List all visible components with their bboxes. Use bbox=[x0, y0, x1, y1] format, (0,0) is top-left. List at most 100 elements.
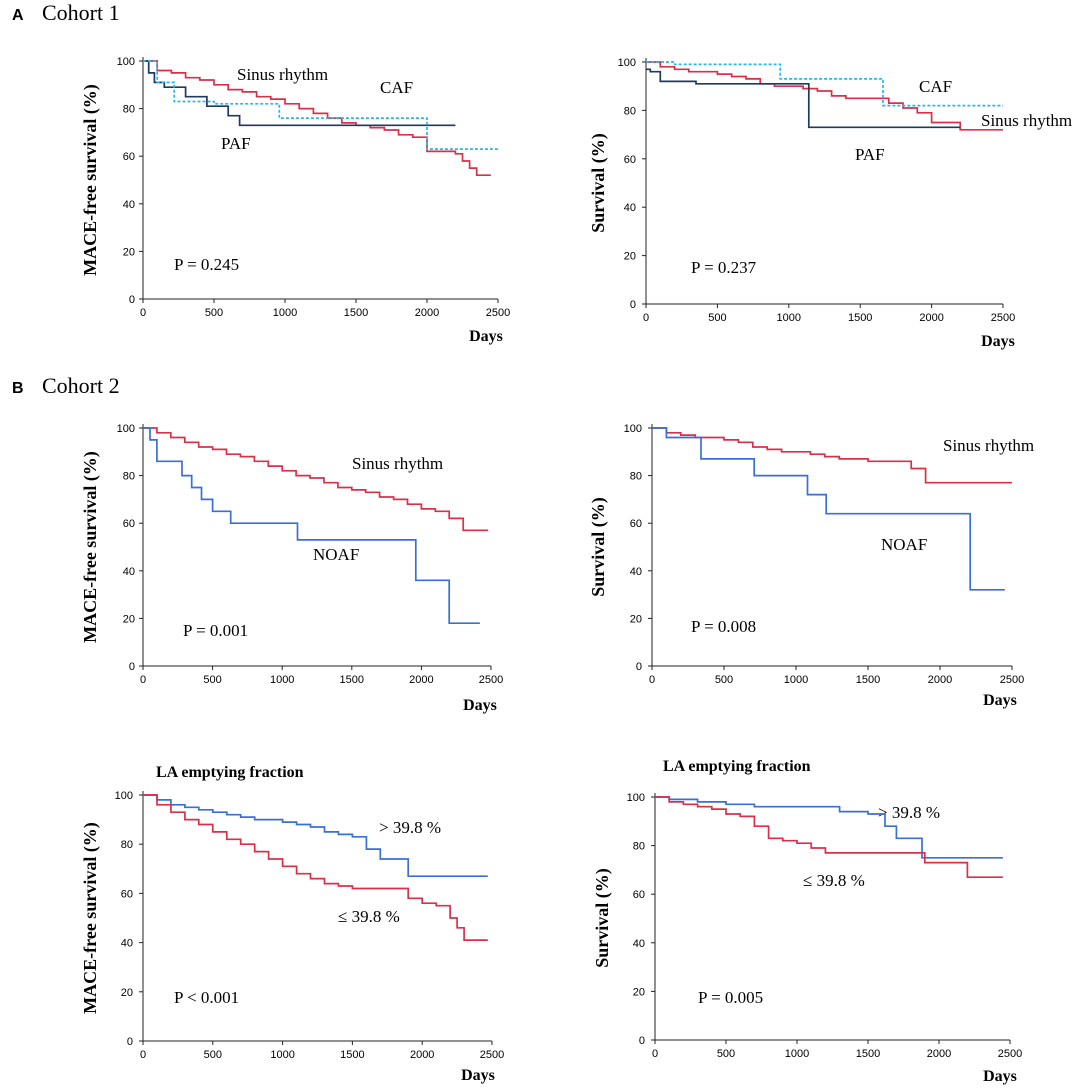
p-value: P = 0.237 bbox=[691, 258, 757, 277]
series-line-noaf bbox=[143, 427, 480, 625]
chart-panel-cohort1-mace: MACE-free survival (%) P = 0.245 Sinus r… bbox=[80, 56, 510, 345]
y-tick-label: 0 bbox=[129, 294, 135, 306]
x-tick-label: 1000 bbox=[273, 307, 297, 319]
y-tick-label: 20 bbox=[630, 613, 642, 625]
y-tick-label: 60 bbox=[121, 888, 133, 900]
x-tick-label: 2000 bbox=[410, 1049, 434, 1061]
chart-panel-laef-mace: LA emptying fraction MACE-free survival … bbox=[80, 764, 504, 1084]
chart-panel-cohort1-survival: Survival (%) P = 0.237 CAF Sinus rhythm … bbox=[588, 57, 1072, 350]
series-line-sinus-rhythm bbox=[143, 427, 489, 532]
x-tick-label: 0 bbox=[140, 1049, 146, 1061]
series-line-39-8 bbox=[143, 794, 488, 941]
x-axis-label: Days bbox=[469, 328, 503, 345]
y-tick-label: 80 bbox=[633, 841, 645, 853]
x-tick-label: 2000 bbox=[928, 674, 952, 686]
curve-label-sinus-rhythm: Sinus rhythm bbox=[981, 111, 1072, 130]
x-axis-label: Days bbox=[463, 697, 497, 714]
y-tick-label: 40 bbox=[624, 202, 636, 214]
series-line-sinus-rhythm bbox=[646, 61, 1003, 131]
y-axis-label: MACE-free survival (%) bbox=[80, 451, 101, 643]
y-tick-label: 100 bbox=[117, 423, 135, 435]
curve-label-caf: CAF bbox=[919, 77, 952, 96]
x-tick-label: 1000 bbox=[785, 1048, 809, 1060]
y-tick-label: 20 bbox=[123, 246, 135, 258]
curve-label-caf: CAF bbox=[380, 78, 413, 97]
y-axis-label: Survival (%) bbox=[588, 133, 609, 233]
panel-title: LA emptying fraction bbox=[663, 758, 811, 775]
y-tick-label: 60 bbox=[630, 518, 642, 530]
x-tick-label: 1500 bbox=[340, 674, 364, 686]
section-title-a: Cohort 1 bbox=[42, 0, 120, 25]
chart-panel-laef-survival: LA emptying fraction Survival (%) P = 0.… bbox=[592, 758, 1022, 1085]
y-tick-label: 40 bbox=[123, 566, 135, 578]
x-tick-label: 2500 bbox=[998, 1048, 1022, 1060]
x-tick-label: 1500 bbox=[856, 1048, 880, 1060]
p-value: P = 0.008 bbox=[691, 617, 756, 636]
curve-label-above-39-8: > 39.8 % bbox=[379, 818, 441, 837]
x-axis-label: Days bbox=[981, 333, 1015, 350]
curve-label-noaf: NOAF bbox=[313, 545, 359, 564]
y-tick-label: 40 bbox=[633, 938, 645, 950]
series-line-caf bbox=[143, 60, 498, 150]
chart-panel-cohort2-survival: Survival (%) P = 0.008 Sinus rhythm NOAF… bbox=[588, 423, 1034, 709]
y-tick-label: 80 bbox=[123, 104, 135, 116]
x-tick-label: 2000 bbox=[927, 1048, 951, 1060]
series-line-paf bbox=[646, 68, 961, 129]
p-value: P = 0.245 bbox=[174, 255, 239, 274]
curve-label-sinus-rhythm: Sinus rhythm bbox=[237, 65, 328, 84]
x-tick-label: 2500 bbox=[480, 1049, 504, 1061]
curve-label-above-39-8: > 39.8 % bbox=[878, 803, 940, 822]
x-tick-label: 1000 bbox=[270, 674, 294, 686]
y-tick-label: 40 bbox=[630, 566, 642, 578]
curve-label-sinus-rhythm: Sinus rhythm bbox=[943, 436, 1034, 455]
y-tick-label: 0 bbox=[636, 661, 642, 673]
y-tick-label: 80 bbox=[624, 105, 636, 117]
curve-label-paf: PAF bbox=[855, 145, 885, 164]
curve-label-below-39-8: ≤ 39.8 % bbox=[338, 907, 400, 926]
x-tick-label: 2500 bbox=[486, 307, 510, 319]
x-tick-label: 0 bbox=[652, 1048, 658, 1060]
section-title-b: Cohort 2 bbox=[42, 373, 120, 398]
x-axis-label: Days bbox=[983, 1068, 1017, 1085]
y-tick-label: 0 bbox=[127, 1036, 133, 1048]
x-tick-label: 1500 bbox=[848, 312, 872, 324]
y-tick-label: 60 bbox=[633, 889, 645, 901]
x-axis-label: Days bbox=[983, 692, 1017, 709]
y-axis-label: MACE-free survival (%) bbox=[80, 822, 101, 1014]
y-tick-label: 20 bbox=[123, 613, 135, 625]
y-axis-label: MACE-free survival (%) bbox=[80, 84, 101, 276]
x-tick-label: 1500 bbox=[856, 674, 880, 686]
x-tick-label: 2000 bbox=[409, 674, 433, 686]
series-line-39-8 bbox=[143, 794, 488, 878]
x-tick-label: 2500 bbox=[991, 312, 1015, 324]
x-tick-label: 500 bbox=[204, 1049, 222, 1061]
y-axis-label: Survival (%) bbox=[592, 868, 613, 968]
x-tick-label: 0 bbox=[140, 674, 146, 686]
y-tick-label: 100 bbox=[115, 790, 133, 802]
x-axis-label: Days bbox=[461, 1067, 495, 1084]
y-tick-label: 40 bbox=[121, 938, 133, 950]
x-tick-label: 1500 bbox=[340, 1049, 364, 1061]
curve-label-below-39-8: ≤ 39.8 % bbox=[803, 871, 865, 890]
x-tick-label: 1500 bbox=[344, 307, 368, 319]
p-value: P = 0.005 bbox=[698, 988, 763, 1007]
y-tick-label: 20 bbox=[633, 986, 645, 998]
x-tick-label: 500 bbox=[708, 312, 726, 324]
y-tick-label: 100 bbox=[618, 57, 636, 69]
series-line-paf bbox=[143, 60, 456, 127]
section-letter-a: A bbox=[12, 7, 24, 24]
y-tick-label: 0 bbox=[129, 661, 135, 673]
x-tick-label: 1000 bbox=[270, 1049, 294, 1061]
chart-panel-cohort2-mace: MACE-free survival (%) P = 0.001 Sinus r… bbox=[80, 423, 503, 714]
x-tick-label: 2000 bbox=[919, 312, 943, 324]
y-tick-label: 60 bbox=[123, 151, 135, 163]
y-tick-label: 100 bbox=[624, 423, 642, 435]
series-line-caf bbox=[646, 61, 1003, 107]
y-tick-label: 40 bbox=[123, 199, 135, 211]
panel-title: LA emptying fraction bbox=[156, 764, 304, 781]
curve-label-sinus-rhythm: Sinus rhythm bbox=[352, 454, 443, 473]
x-tick-label: 0 bbox=[643, 312, 649, 324]
y-axis-label: Survival (%) bbox=[588, 497, 609, 597]
section-letter-b: B bbox=[12, 380, 24, 397]
series-line-sinus-rhythm bbox=[652, 427, 1012, 484]
